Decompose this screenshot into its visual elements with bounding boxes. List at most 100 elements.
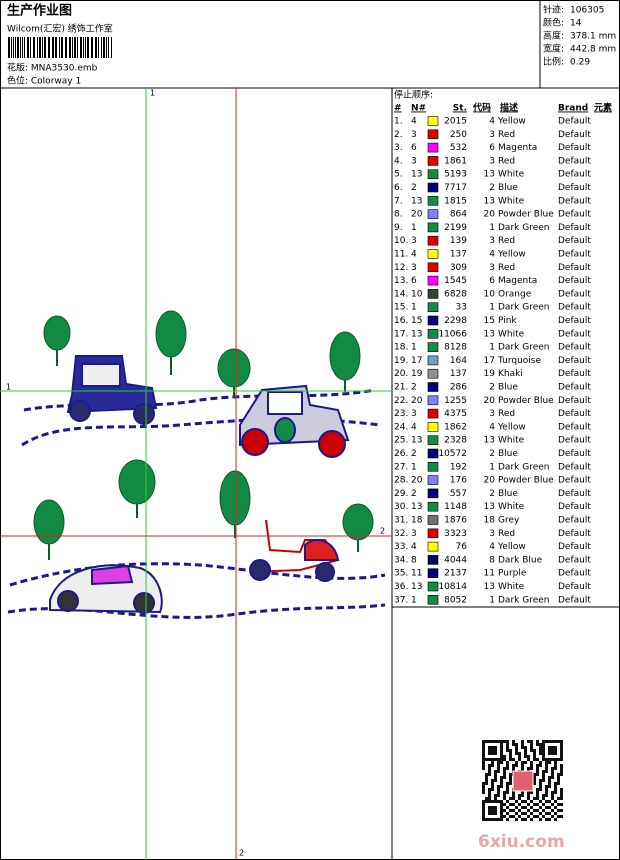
qr-module [482,755,485,758]
qr-module [551,749,554,752]
color-swatch [427,382,439,392]
qr-module [506,818,509,821]
bar-stripe [65,37,67,58]
brand: Default [558,476,591,486]
qr-module [515,812,518,815]
description: Powder Blue [498,396,554,406]
qr-module [500,809,503,812]
bar-stripe [85,37,86,58]
code: 13 [484,502,495,512]
qr-module [491,806,494,809]
qr-module [482,803,485,806]
qr-module [554,818,557,821]
needle: 13 [411,329,422,339]
qr-module [494,740,497,743]
row-index: 14. [394,289,408,299]
qr-module [527,809,530,812]
qr-module [554,746,557,749]
needle: 13 [411,196,422,206]
qr-module [497,770,500,773]
qr-module [512,758,515,761]
row-index: 11. [394,250,408,260]
qr-module [536,740,539,743]
qr-module [488,791,491,794]
brand: Default [558,143,591,153]
code: 2 [489,183,495,193]
qr-module [509,797,512,800]
qr-code [482,740,563,821]
qr-module [548,779,551,782]
brand: Default [558,595,591,605]
subtitle: Wilcom(汇宏) 绣饰工作室 [7,23,113,35]
code: 4 [489,250,495,260]
qr-module [548,782,551,785]
bar-stripe [48,37,50,58]
color-swatch [427,289,439,299]
qr-module [530,806,533,809]
qr-module [506,812,509,815]
qr-module [551,794,554,797]
qr-module [548,800,551,803]
qr-module [488,767,491,770]
qr-module [536,788,539,791]
qr-module [542,755,545,758]
qr-module [494,812,497,815]
qr-module [554,761,557,764]
description: Purple [498,569,527,579]
qr-module [482,800,485,803]
needle: 10 [411,289,423,299]
qr-module [491,809,494,812]
qr-module [500,806,503,809]
qr-module [497,761,500,764]
row-index: 33. [394,542,408,552]
design-file: 花版: MNA3530.emb [7,62,98,74]
bar-stripe [69,37,71,58]
qr-module [545,740,548,743]
color-swatch [427,515,439,525]
column-header: # [394,104,402,114]
brand: Default [558,117,591,127]
needle: 1 [411,223,417,233]
bar-stripe [55,37,57,58]
qr-module [527,794,530,797]
qr-module [503,740,506,743]
qr-module [485,773,488,776]
needle: 13 [411,170,422,180]
qr-module [488,770,491,773]
stitches: 1255 [444,396,467,406]
row-index: 13. [394,276,408,286]
qr-module [533,782,536,785]
color-swatch [427,568,439,579]
qr-module [527,815,530,818]
qr-module [539,785,542,788]
qr-module [557,803,560,806]
brand: Default [558,582,591,592]
color-swatch [427,156,439,166]
qr-module [506,764,509,767]
column-header: 描述 [500,102,518,114]
needle: 20 [411,210,423,220]
qr-module [485,758,488,761]
qr-module [485,740,488,743]
qr-module [488,809,491,812]
stitches: 309 [450,263,467,273]
qr-module [533,758,536,761]
code: 1 [489,303,495,313]
qr-module [491,758,494,761]
qr-module [488,740,491,743]
row-index: 27. [394,462,408,472]
qr-module [542,776,545,779]
description: Red [498,236,515,246]
color-swatch [427,116,439,126]
brand: Default [558,462,591,472]
code: 2 [489,383,495,393]
qr-module [506,791,509,794]
code: 2 [489,449,495,459]
description: Yellow [497,117,526,127]
qr-module [557,779,560,782]
qr-module [515,761,518,764]
qr-module [506,743,509,746]
code: 13 [484,329,495,339]
color-swatch [427,408,439,419]
description: Magenta [498,143,537,153]
